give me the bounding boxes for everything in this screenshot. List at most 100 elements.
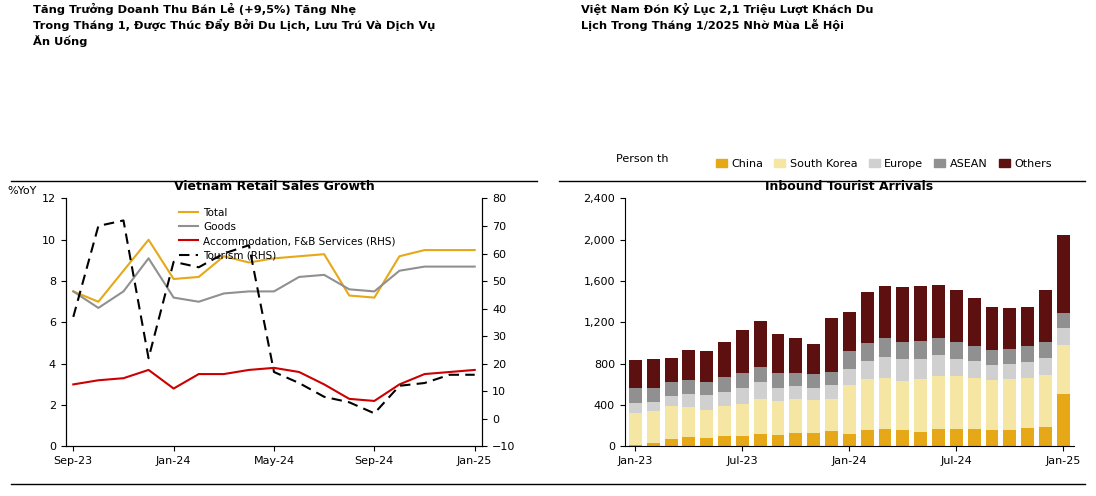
Bar (932, 356, 945, 375)
Bar (914, 359, 927, 379)
Bar (985, 308, 998, 350)
Legend: Total, Goods, Accommodation, F&B Services (RHS), Tourism (RHS): Total, Goods, Accommodation, F&B Service… (175, 204, 400, 264)
Title: Inbound Tourist Arrivals: Inbound Tourist Arrivals (765, 180, 934, 193)
Bar (737, 435, 749, 446)
Bar (879, 357, 891, 377)
Bar (1057, 313, 1070, 328)
Bar (825, 431, 838, 446)
Bar (808, 387, 820, 400)
Bar (683, 437, 695, 446)
Bar (914, 341, 927, 359)
Bar (1021, 377, 1035, 429)
Bar (860, 379, 874, 430)
Bar (843, 434, 856, 446)
Bar (754, 367, 767, 382)
Bar (737, 404, 749, 435)
Bar (789, 434, 802, 446)
Bar (843, 312, 856, 351)
Bar (843, 369, 856, 385)
Bar (897, 381, 910, 431)
Bar (647, 402, 660, 411)
Bar (843, 385, 856, 434)
Bar (897, 431, 910, 446)
Bar (879, 286, 891, 338)
Bar (772, 435, 785, 446)
Title: Vietnam Retail Sales Growth: Vietnam Retail Sales Growth (173, 180, 375, 193)
Bar (897, 342, 910, 359)
Bar (700, 410, 713, 437)
Legend: China, South Korea, Europe, ASEAN, Others: China, South Korea, Europe, ASEAN, Other… (711, 154, 1057, 173)
Bar (897, 359, 910, 381)
Bar (914, 432, 927, 446)
Text: %YoY: %YoY (8, 186, 37, 196)
Text: Tăng Trưởng Doanh Thu Bán Lẻ (+9,5%) Tăng Nhẹ
Trong Tháng 1, Được Thúc Đẩy Bởi D: Tăng Trưởng Doanh Thu Bán Lẻ (+9,5%) Tăn… (33, 2, 435, 47)
Bar (985, 380, 998, 431)
Bar (647, 387, 660, 402)
Bar (825, 385, 838, 399)
Bar (1004, 349, 1016, 364)
Bar (1021, 346, 1035, 362)
Bar (754, 382, 767, 399)
Bar (1057, 345, 1070, 394)
Bar (914, 286, 927, 341)
Bar (879, 338, 891, 357)
Bar (825, 399, 838, 431)
Bar (789, 386, 802, 399)
Bar (808, 344, 820, 374)
Bar (1004, 364, 1016, 379)
Bar (629, 387, 642, 403)
Bar (825, 318, 838, 372)
Bar (789, 372, 802, 386)
Bar (772, 401, 785, 435)
Bar (985, 365, 998, 380)
Bar (879, 430, 891, 446)
Bar (664, 439, 677, 446)
Bar (860, 343, 874, 361)
Bar (985, 350, 998, 365)
Bar (1057, 328, 1070, 345)
Bar (860, 293, 874, 343)
Bar (700, 351, 713, 382)
Bar (968, 298, 981, 346)
Bar (968, 346, 981, 361)
Bar (664, 406, 677, 439)
Bar (647, 443, 660, 446)
Bar (772, 387, 785, 401)
Bar (664, 358, 677, 382)
Bar (772, 334, 785, 373)
Bar (808, 433, 820, 446)
Bar (1039, 358, 1052, 374)
Bar (950, 376, 962, 429)
Bar (825, 372, 838, 385)
Bar (718, 392, 731, 406)
Bar (1004, 379, 1016, 431)
Bar (1004, 431, 1016, 446)
Bar (754, 434, 767, 446)
Bar (968, 377, 981, 430)
Bar (914, 379, 927, 432)
Bar (629, 403, 642, 413)
Bar (932, 338, 945, 356)
Bar (860, 361, 874, 379)
Bar (808, 400, 820, 433)
Bar (1021, 307, 1035, 346)
Bar (932, 285, 945, 338)
Bar (1039, 427, 1052, 446)
Bar (664, 396, 677, 406)
Bar (950, 429, 962, 446)
Bar (629, 360, 642, 387)
Bar (860, 430, 874, 446)
Bar (737, 388, 749, 404)
Bar (683, 380, 695, 394)
Bar (843, 351, 856, 369)
Bar (897, 287, 910, 342)
Bar (718, 436, 731, 446)
Bar (968, 361, 981, 377)
Bar (718, 377, 731, 392)
Bar (932, 430, 945, 446)
Bar (647, 411, 660, 443)
Bar (664, 382, 677, 396)
Bar (647, 359, 660, 387)
Bar (789, 399, 802, 434)
Bar (700, 395, 713, 410)
